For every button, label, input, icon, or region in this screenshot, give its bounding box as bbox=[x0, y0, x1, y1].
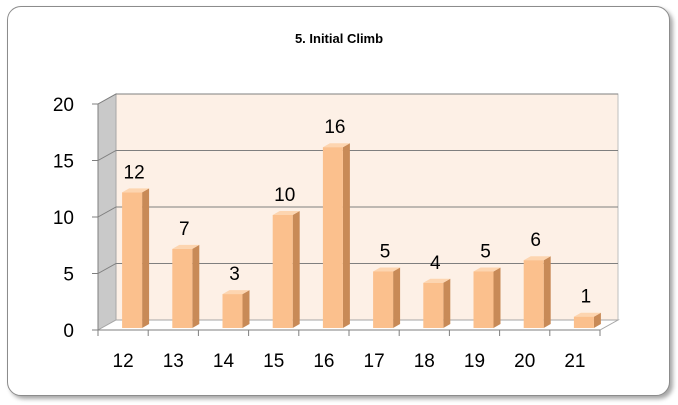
data-label: 16 bbox=[324, 117, 345, 138]
data-label: 1 bbox=[581, 287, 592, 308]
bar-side bbox=[242, 290, 250, 328]
bar-side bbox=[342, 143, 350, 328]
bar-side bbox=[142, 188, 150, 328]
data-label: 12 bbox=[124, 162, 145, 183]
data-label: 5 bbox=[380, 242, 391, 263]
x-tick-label: 13 bbox=[163, 351, 184, 372]
data-label: 5 bbox=[480, 242, 491, 263]
gridline bbox=[97, 150, 618, 161]
bar-top bbox=[523, 256, 551, 261]
y-tick-label: 15 bbox=[53, 152, 74, 173]
x-tick-label: 15 bbox=[263, 351, 284, 372]
bar-side bbox=[192, 244, 200, 328]
bar-side bbox=[292, 211, 300, 328]
bar bbox=[172, 248, 193, 328]
gridline bbox=[97, 263, 618, 274]
gridline bbox=[97, 206, 618, 218]
bar-top bbox=[373, 267, 401, 272]
data-label: 4 bbox=[430, 253, 441, 274]
data-label: 3 bbox=[229, 264, 240, 285]
bar bbox=[322, 147, 343, 328]
x-tick-label: 12 bbox=[113, 351, 134, 372]
bar bbox=[222, 294, 243, 328]
bar-side bbox=[593, 312, 601, 328]
bar-side bbox=[543, 256, 551, 328]
y-tick-label: 5 bbox=[63, 265, 74, 286]
x-tick-label: 18 bbox=[414, 351, 435, 372]
bar-top bbox=[573, 312, 601, 317]
x-tick-label: 16 bbox=[313, 351, 334, 372]
bar-top bbox=[272, 211, 300, 215]
bar bbox=[523, 260, 544, 328]
y-tick-label: 20 bbox=[53, 95, 74, 116]
x-tick-label: 17 bbox=[364, 351, 385, 372]
data-label: 6 bbox=[530, 230, 541, 251]
data-label: 10 bbox=[274, 185, 295, 206]
bar bbox=[423, 282, 444, 328]
bar-side bbox=[493, 267, 501, 328]
bar-top bbox=[473, 267, 501, 272]
x-tick-label: 14 bbox=[213, 351, 235, 372]
bar bbox=[473, 271, 494, 328]
bar-side bbox=[443, 278, 451, 328]
data-label: 7 bbox=[179, 219, 190, 240]
bar-top bbox=[122, 188, 150, 193]
bar-side bbox=[393, 267, 401, 328]
bar bbox=[373, 271, 394, 328]
x-tick-label: 20 bbox=[514, 351, 535, 372]
chart-title: 5. Initial Climb bbox=[294, 31, 384, 46]
bar bbox=[122, 192, 143, 328]
bar bbox=[272, 215, 293, 328]
x-tick-label: 21 bbox=[564, 351, 585, 372]
bar-top bbox=[222, 290, 250, 295]
x-tick-label: 19 bbox=[464, 351, 485, 372]
gridline bbox=[97, 93, 618, 105]
y-tick-label: 10 bbox=[53, 208, 74, 229]
bar-top bbox=[423, 278, 451, 283]
bar-top bbox=[322, 143, 350, 148]
bar-top bbox=[172, 244, 200, 249]
y-tick-label: 0 bbox=[63, 321, 74, 342]
bar bbox=[573, 316, 594, 328]
